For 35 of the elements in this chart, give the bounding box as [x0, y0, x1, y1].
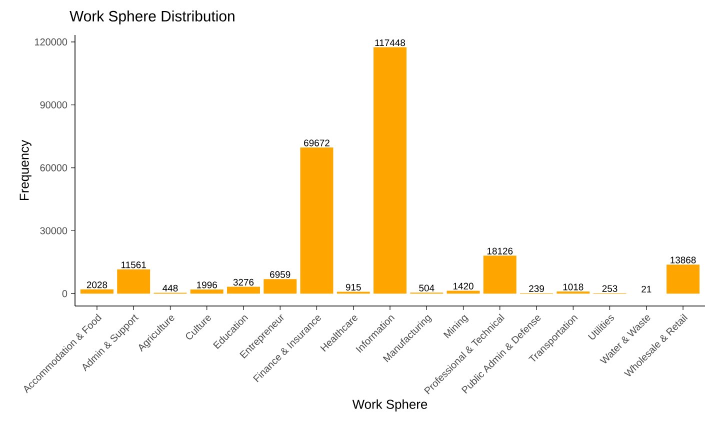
bar	[264, 279, 297, 294]
data-label: 1018	[563, 284, 584, 290]
y-tick-label: 0	[62, 290, 68, 298]
data-label: 2028	[86, 282, 108, 288]
y-tick-label: 90000	[40, 101, 68, 108]
data-label: 504	[419, 284, 434, 292]
y-tick-label: 30000	[40, 227, 68, 234]
data-label: 117448	[375, 39, 406, 46]
data-label: 253	[602, 285, 618, 292]
y-tick-label: 60000	[40, 164, 68, 172]
data-label: 69672	[304, 140, 330, 146]
data-label: 13868	[670, 256, 696, 264]
data-label: 239	[529, 285, 544, 292]
data-label: 448	[162, 284, 178, 292]
data-label: 11561	[122, 262, 146, 268]
bar	[117, 269, 150, 294]
data-label: 915	[346, 284, 361, 291]
bar	[446, 290, 480, 294]
data-label: 18126	[487, 248, 513, 254]
bar	[190, 289, 224, 294]
y-tick-label: 120000	[35, 38, 68, 46]
bar	[300, 148, 334, 294]
data-label: 6959	[270, 271, 290, 278]
y-axis-title: Frequency	[20, 140, 32, 200]
bar	[374, 47, 406, 294]
bar	[666, 264, 700, 294]
bar	[80, 289, 114, 294]
data-label: 1996	[197, 282, 217, 288]
x-axis-title: Work Sphere	[352, 399, 428, 412]
chart-title: Work Sphere Distribution	[70, 10, 234, 24]
data-label: 21	[642, 286, 652, 292]
bar	[483, 256, 516, 294]
data-label: 3276	[233, 278, 254, 286]
data-label: 1420	[453, 282, 474, 290]
bar	[227, 286, 260, 294]
